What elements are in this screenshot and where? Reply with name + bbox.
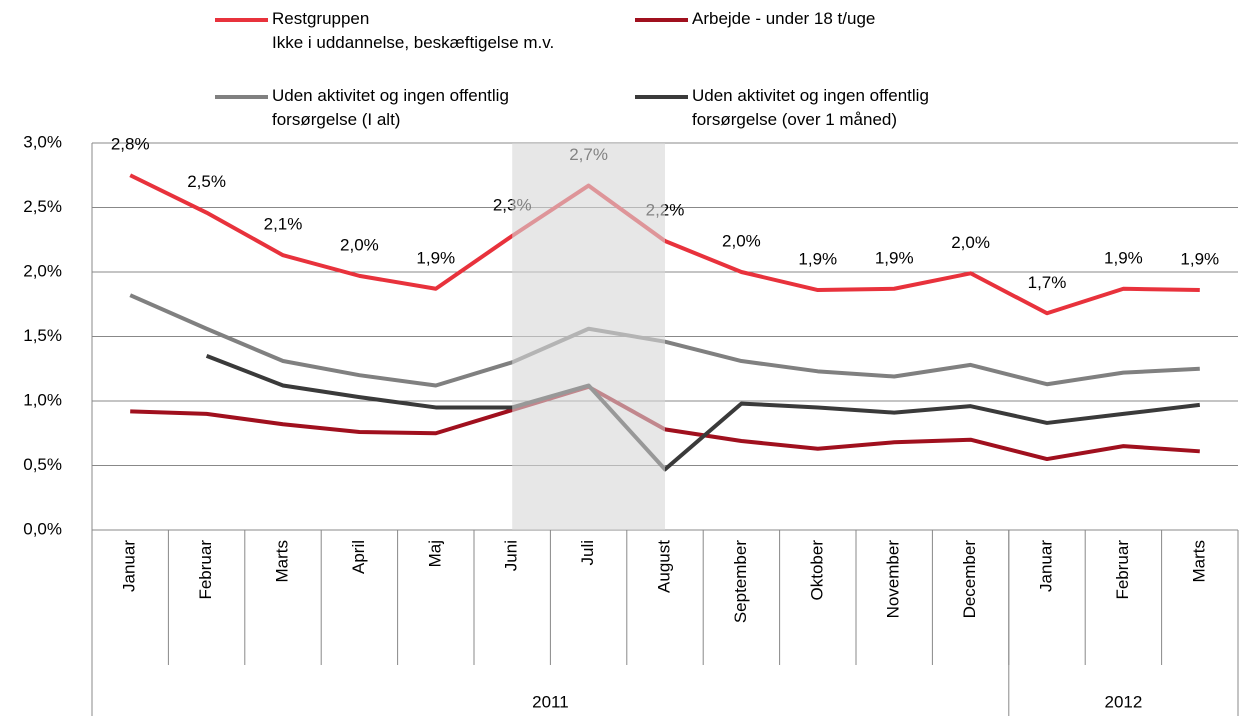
data-label: 1,7%: [1028, 273, 1067, 292]
x-tick-label: April: [349, 540, 368, 574]
y-tick-label: 2,5%: [23, 197, 62, 216]
x-group-label: 2011: [532, 692, 569, 711]
highlight-band: [512, 143, 665, 530]
data-label: 2,8%: [111, 135, 150, 154]
x-group-label: 2012: [1104, 692, 1142, 711]
legend-label: Arbejde - under 18 t/uge: [692, 9, 875, 28]
x-tick-label: Januar: [120, 540, 139, 592]
data-label: 1,9%: [798, 250, 837, 269]
y-tick-label: 0,5%: [23, 455, 62, 474]
y-tick-label: 1,5%: [23, 326, 62, 345]
x-tick-label: Februar: [196, 540, 215, 600]
data-label: 2,0%: [951, 233, 990, 252]
x-tick-label: November: [884, 540, 903, 619]
data-label: 2,5%: [187, 172, 226, 191]
x-tick-label: Marts: [272, 540, 291, 583]
data-label: 1,9%: [1104, 248, 1143, 267]
x-tick-label: Oktober: [807, 540, 826, 601]
x-tick-label: September: [731, 540, 750, 623]
series-line: [205, 353, 1201, 472]
data-label: 2,0%: [722, 231, 761, 250]
y-tick-label: 3,0%: [23, 132, 62, 151]
series-line: [129, 173, 1200, 316]
data-label: 2,0%: [340, 235, 379, 254]
data-label: 1,9%: [416, 248, 455, 267]
y-tick-label: 2,0%: [23, 261, 62, 280]
x-tick-label: Maj: [425, 540, 444, 567]
legend-label: Uden aktivitet og ingen offentlig forsørg…: [692, 86, 929, 129]
x-tick-label: December: [960, 540, 979, 619]
y-tick-label: 0,0%: [23, 519, 62, 538]
x-tick-label: Februar: [1113, 540, 1132, 600]
x-tick-label: August: [654, 540, 673, 593]
data-label: 2,1%: [264, 215, 303, 234]
data-label: 1,9%: [875, 248, 914, 267]
legend-label: Restgruppen Ikke i uddannelse, beskæftige…: [272, 9, 554, 52]
x-tick-label: Juli: [578, 540, 597, 566]
y-tick-label: 1,0%: [23, 390, 62, 409]
data-label: 1,9%: [1180, 250, 1219, 269]
x-tick-label: Marts: [1189, 540, 1208, 583]
legend-label: Uden aktivitet og ingen offentlig forsørg…: [272, 86, 509, 129]
x-tick-label: Januar: [1036, 540, 1055, 592]
x-tick-label: Juni: [502, 540, 521, 571]
